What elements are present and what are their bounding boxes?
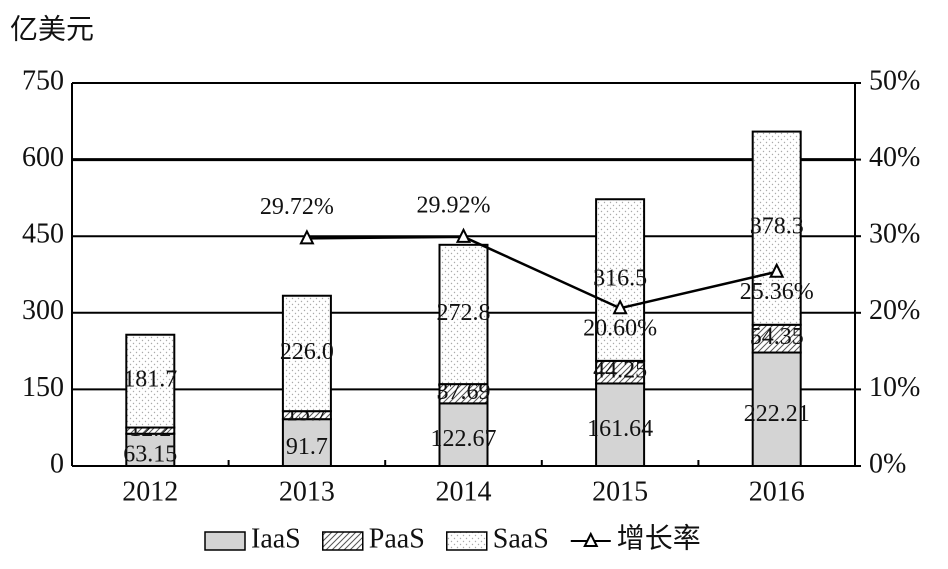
y-tick-label: 150 [22,372,64,403]
bar-segment [751,130,802,326]
value-label: 44.25 [593,358,647,384]
legend-label: SaaS [493,523,549,554]
legend-label: 增长率 [617,522,701,554]
legend-marker [583,531,599,547]
legend-swatch [322,531,364,551]
value-label: 20.60% [583,316,657,342]
x-tick-label: 2012 [122,476,178,507]
y-tick-label: 0 [50,448,64,479]
line [306,235,777,310]
y2-tick-label: 10% [869,372,920,403]
legend-swatch [204,531,246,551]
value-label: 25.36% [740,279,814,305]
legend-swatch [446,531,488,551]
value-label: 122.67 [431,426,497,452]
y2-tick-label: 50% [869,65,920,96]
value-label: 316.5 [593,266,647,292]
value-label: 54.35 [750,324,804,350]
y-tick-label: 600 [22,142,64,173]
line-marker [769,262,785,278]
value-label: 272.8 [437,300,491,326]
value-label: 91.7 [286,434,328,460]
y2-tick-label: 20% [869,295,920,326]
y-tick-label: 300 [22,295,64,326]
y2-tick-label: 40% [869,142,920,173]
x-tick-label: 2016 [749,476,805,507]
y-axis-title: 亿美元 [10,13,94,45]
x-tick-label: 2015 [592,476,648,507]
value-label: 378.3 [750,214,804,240]
line-marker [299,229,315,245]
x-tick-label: 2014 [436,476,492,507]
legend-label: IaaS [251,523,301,554]
line-marker [612,298,628,315]
y2-tick-label: 30% [869,219,920,250]
x-tick-label: 2013 [279,476,335,507]
value-label: 29.72% [260,194,334,220]
value-label: 29.92% [417,192,491,218]
value-label: 226.0 [280,339,334,365]
bar-segment [125,333,176,429]
value-label: 181.7 [123,367,177,393]
value-label: 222.21 [744,401,810,427]
bar-segment [281,294,332,413]
y-tick-label: 750 [22,65,64,96]
bar-segment [595,198,646,362]
y-tick-label: 450 [22,219,64,250]
value-label: 63.15 [123,441,177,467]
bar-segment [438,243,489,386]
y2-tick-label: 0% [869,448,906,479]
legend-label: PaaS [369,523,425,554]
line-marker [455,227,472,243]
value-label: 161.64 [587,416,653,442]
